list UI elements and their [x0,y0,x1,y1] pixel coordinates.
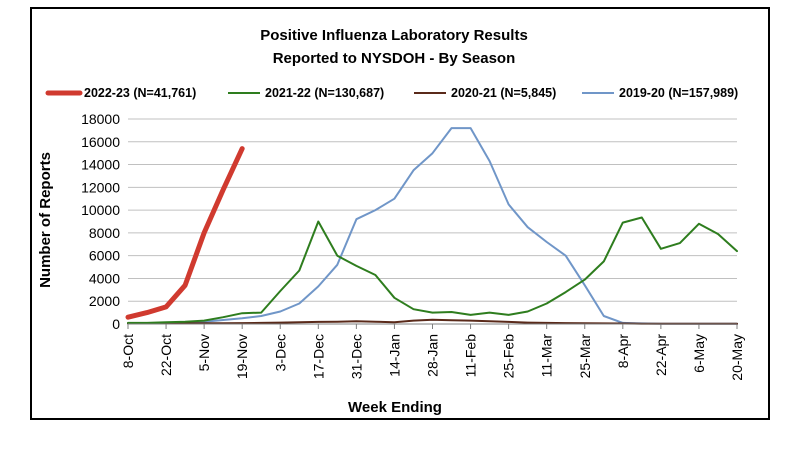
y-tick-label: 2000 [89,293,120,309]
x-tick-label: 31-Dec [348,334,364,379]
x-tick-label: 19-Nov [234,334,250,379]
x-tick-label: 25-Feb [501,334,517,379]
x-tick-label: 20-May [729,334,745,381]
series-line-2021-22 [127,216,738,324]
x-tick-label: 5-Nov [196,334,212,371]
x-tick-label: 8-Apr [615,334,631,369]
x-tick-label: 11-Feb [463,334,479,378]
y-tick-label: 6000 [89,248,120,264]
y-tick-label: 4000 [89,270,120,286]
legend-label-2020-21: 2020-21 (N=5,845) [451,86,556,100]
x-tick-label: 14-Jan [386,334,402,377]
x-tick-label: 28-Jan [425,334,441,377]
x-tick-label: 8-Oct [120,334,136,368]
legend: 2022-23 (N=41,761) 2021-22 (N=130,687) 2… [45,86,738,100]
x-tick-label: 6-May [691,334,707,373]
gridlines [128,118,737,302]
y-tick-label: 10000 [81,202,120,218]
legend-label-2019-20: 2019-20 (N=157,989) [619,86,738,100]
series-line-2022-23 [125,146,245,320]
series-line-2019-20 [127,127,738,325]
data-series [125,127,738,325]
y-tick-label: 14000 [81,157,120,173]
x-tick-label: 25-Mar [577,334,593,379]
x-tick-label: 3-Dec [272,334,288,371]
x-axis-ticks: 8-Oct 22-Oct 5-Nov 19-Nov 3-Dec 17-Dec 31-Dec 1… [120,324,745,381]
x-tick-label: 22-Apr [653,334,669,376]
chart-frame [30,7,770,420]
chart-title-line-2: Reported to NYSDOH - By Season [273,50,516,67]
y-axis-ticks: 0 2000 4000 6000 8000 10000 12000 14000 16000 180… [81,111,120,332]
chart-title-line-1: Positive Influenza Laboratory Results [260,27,528,44]
x-tick-label: 11-Mar [539,334,555,378]
x-axis-label: Week Ending [348,399,442,416]
x-tick-label: 17-Dec [310,334,326,379]
y-axis-label: Number of Reports [37,152,54,288]
legend-label-2021-22: 2021-22 (N=130,687) [265,86,384,100]
y-tick-label: 16000 [81,134,120,150]
y-tick-label: 8000 [89,225,120,241]
legend-label-2022-23: 2022-23 (N=41,761) [84,86,196,100]
y-tick-label: 12000 [81,179,120,195]
y-tick-label: 0 [112,316,120,332]
x-tick-label: 22-Oct [158,334,174,376]
y-tick-label: 18000 [81,111,120,127]
